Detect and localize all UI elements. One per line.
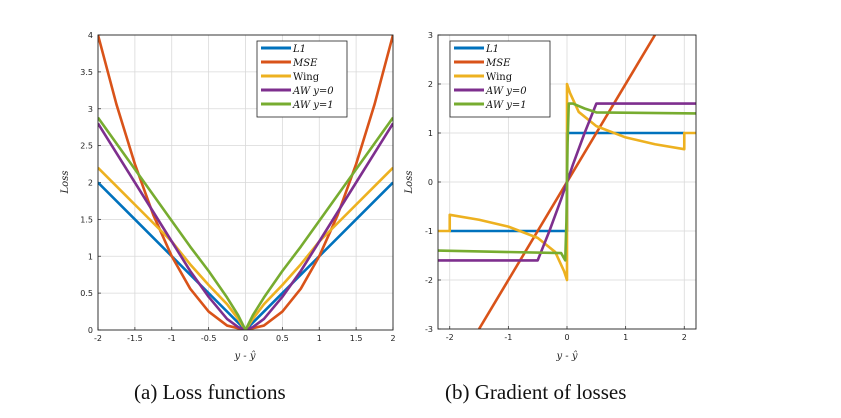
legend-label-wing: Wing [293,72,320,83]
x-tick-label: 0 [243,334,248,343]
x-tick-label: -2 [446,333,454,342]
y-tick-label: 3.5 [80,68,93,77]
y-tick-label: 0.5 [80,289,93,298]
y-tick-label: 0 [88,326,93,335]
x-tick-label: 2 [390,334,395,343]
series-line-l1 [98,181,393,330]
caption-loss-functions: (a) Loss functions [134,380,286,404]
axes-frame [97,34,394,331]
legend-label-aw-y-1: AW y=1 [485,100,527,111]
legend-label-mse: MSE [485,58,511,69]
x-tick-label: -1 [504,333,512,342]
y-tick-label: 0 [428,178,433,187]
legend-label-mse: MSE [292,58,318,69]
x-tick-label: 0 [564,333,569,342]
legend-label-aw-y-1: AW y=1 [292,100,334,111]
y-tick-label: 1 [88,252,93,261]
x-axis-label: y - ŷ [555,351,577,362]
series-line-aw-y-1 [438,102,696,262]
x-tick-label: -1 [168,334,176,343]
legend: L1 MSE Wing AW y=0 AW y=1 [449,40,551,118]
series-line-aw-y-1 [98,116,393,330]
legend: L1 MSE Wing AW y=0 AW y=1 [256,40,348,118]
y-tick-label: 3 [428,31,433,40]
legend-label-l1: L1 [485,44,499,55]
axes-frame [437,34,697,330]
y-tick-label: 1.5 [80,215,93,224]
y-axis-label: Loss [60,171,71,195]
gradient-chart: -2 -1 0 1 2 -3 -2 -1 0 1 2 3 y - ŷ Loss L1 MSE Wing AW y=… [404,31,697,362]
x-tick-label: 0.5 [276,334,289,343]
y-tick-label: 2.5 [80,142,93,151]
y-tick-label: 1 [428,129,433,138]
caption-gradient-of-losses: (b) Gradient of losses [445,380,627,404]
loss-functions-chart: -2 -1.5 -1 -0.5 0 0.5 1 1.5 2 0 0.5 1 1.5 2 2.5 3 3.5 4 y … [60,31,396,362]
x-tick-label: -1.5 [127,334,143,343]
x-tick-label: -2 [94,334,102,343]
y-tick-label: 2 [88,179,93,188]
legend-label-aw-y-0: AW y=0 [292,86,334,97]
x-tick-label: 2 [682,333,687,342]
y-tick-label: 2 [428,80,433,89]
series-line-aw-y-0 [98,122,393,330]
x-tick-label: 1 [623,333,628,342]
legend-label-wing: Wing [486,72,513,83]
x-tick-label: 1 [317,334,322,343]
x-tick-label: 1.5 [350,334,363,343]
legend-label-aw-y-0: AW y=0 [485,86,527,97]
series-line-mse [98,35,393,330]
y-tick-label: 4 [88,31,93,40]
x-tick-label: -0.5 [201,334,217,343]
y-tick-label: -1 [425,227,433,236]
y-tick-label: -3 [425,325,433,334]
y-axis-label: Loss [404,171,415,195]
legend-label-l1: L1 [292,44,306,55]
y-tick-label: 3 [88,105,93,114]
x-axis-label: y - ŷ [233,351,255,362]
y-tick-label: -2 [425,276,433,285]
